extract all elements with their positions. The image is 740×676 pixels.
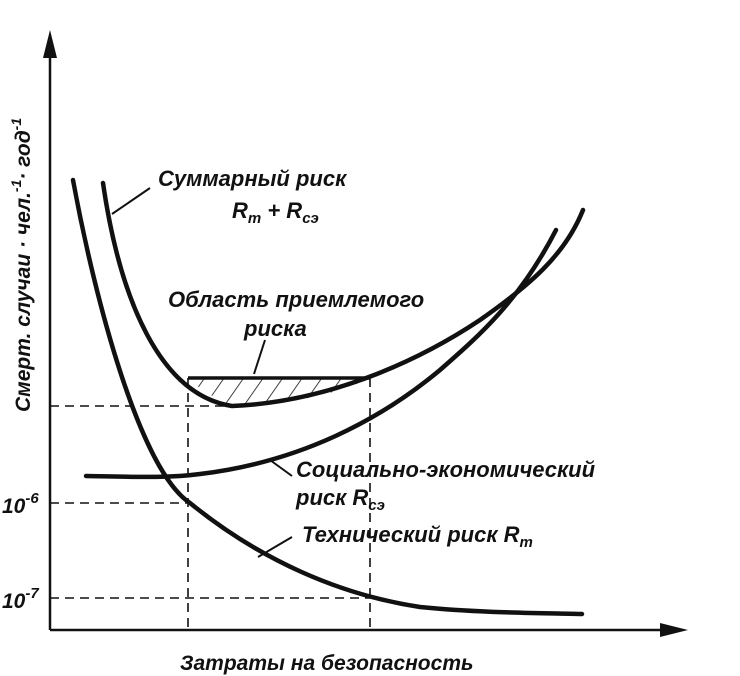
x-axis-label: Затраты на безопасность xyxy=(180,652,473,675)
socio-economic-label-line2: риск Rсэ xyxy=(295,485,385,514)
socio-economic-risk-curve xyxy=(83,227,559,480)
tick-label-1e-7: 10-7 xyxy=(2,585,39,613)
technical-risk-label: Технический риск Rт xyxy=(302,522,533,551)
y-axis-label: Смерт. случаи · чел.-1· год-1 xyxy=(8,118,35,412)
total-risk-label: Суммарный риск xyxy=(158,166,348,191)
acceptable-area-label-line2: риска xyxy=(243,316,307,341)
y-axis-arrow-icon xyxy=(43,30,57,58)
total-risk-formula: Rт + Rсэ xyxy=(232,198,319,227)
x-axis-arrow-icon xyxy=(660,623,688,637)
total-risk-curve xyxy=(100,180,586,409)
acceptable-area-label-line1: Область приемлемого xyxy=(168,287,424,312)
socio-economic-label-line1: Социально-экономический xyxy=(296,457,596,482)
technical-risk-curve xyxy=(70,177,585,617)
tick-label-1e-6: 10-6 xyxy=(2,490,39,518)
leader-lines xyxy=(111,187,293,558)
